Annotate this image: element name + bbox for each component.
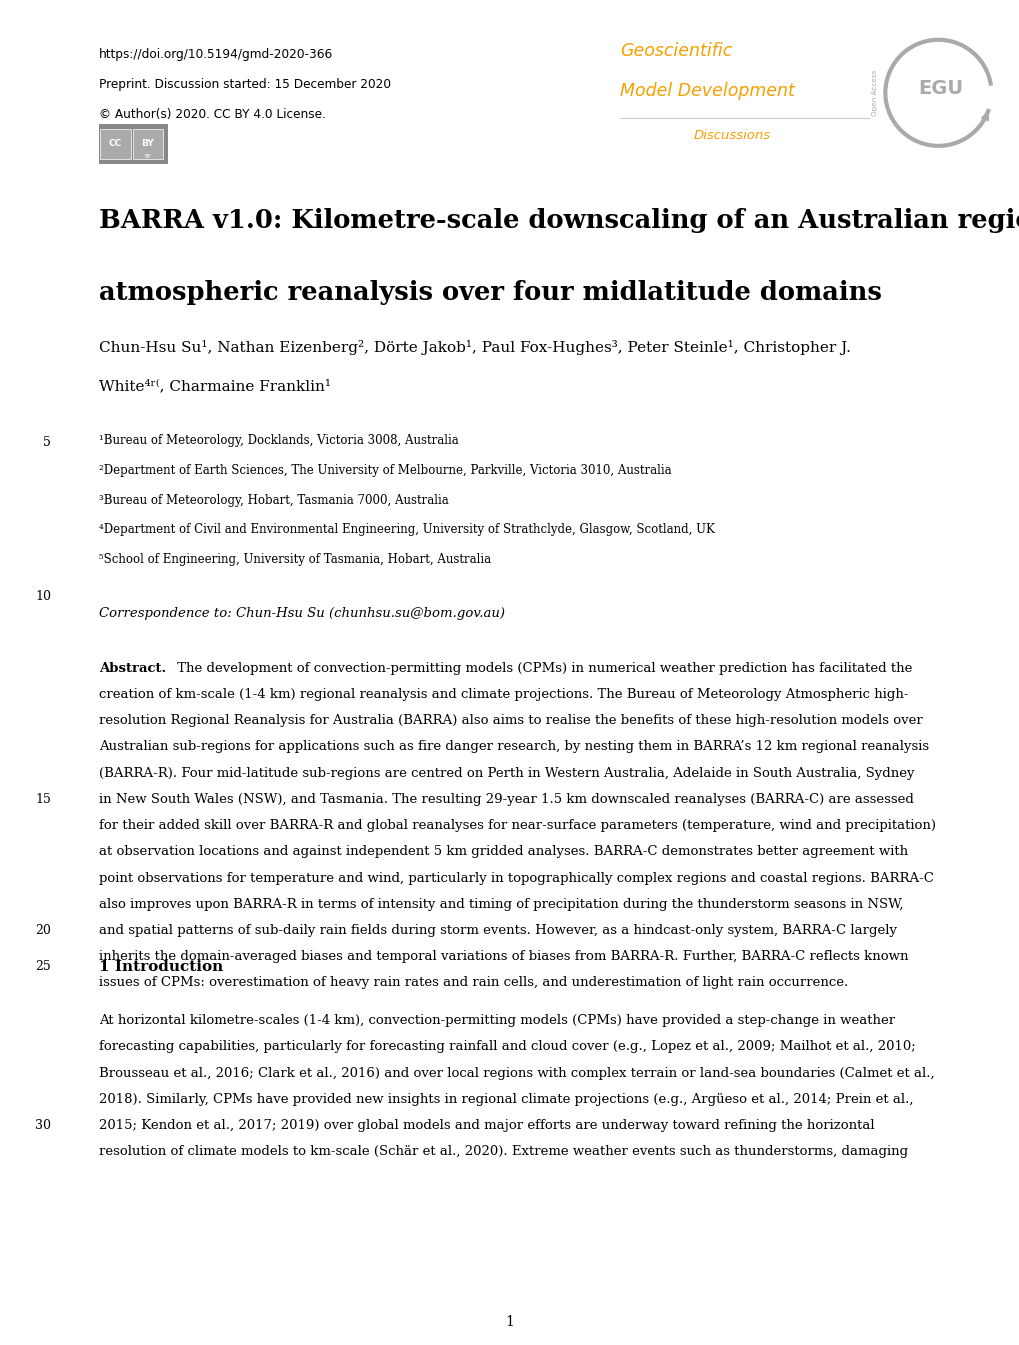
Text: Brousseau et al., 2016; Clark et al., 2016) and over local regions with complex : Brousseau et al., 2016; Clark et al., 20…: [99, 1067, 933, 1080]
Text: Geoscientific: Geoscientific: [620, 42, 732, 59]
Text: 25: 25: [36, 960, 51, 974]
Text: at observation locations and against independent 5 km gridded analyses. BARRA-C : at observation locations and against ind…: [99, 846, 907, 858]
Text: 20: 20: [35, 924, 51, 937]
Text: 15: 15: [35, 794, 51, 806]
Text: Chun-Hsu Su¹, Nathan Eizenberg², Dörte Jakob¹, Paul Fox-Hughes³, Peter Steinle¹,: Chun-Hsu Su¹, Nathan Eizenberg², Dörte J…: [99, 340, 850, 355]
Text: EGU: EGU: [917, 79, 962, 98]
Text: and spatial patterns of sub-daily rain fields during storm events. However, as a: and spatial patterns of sub-daily rain f…: [99, 924, 896, 937]
Text: White⁴ʳ⁽, Charmaine Franklin¹: White⁴ʳ⁽, Charmaine Franklin¹: [99, 379, 330, 393]
Text: resolution of climate models to km-scale (Schär et al., 2020). Extreme weather e: resolution of climate models to km-scale…: [99, 1146, 907, 1158]
Text: Open Access: Open Access: [871, 70, 877, 116]
Text: also improves upon BARRA-R in terms of intensity and timing of precipitation dur: also improves upon BARRA-R in terms of i…: [99, 898, 903, 911]
Text: BY: BY: [145, 153, 151, 159]
Text: ¹Bureau of Meteorology, Docklands, Victoria 3008, Australia: ¹Bureau of Meteorology, Docklands, Victo…: [99, 434, 459, 448]
Text: The development of convection-permitting models (CPMs) in numerical weather pred: The development of convection-permitting…: [173, 662, 912, 675]
Text: in New South Wales (NSW), and Tasmania. The resulting 29-year 1.5 km downscaled : in New South Wales (NSW), and Tasmania. …: [99, 794, 913, 806]
Text: © Author(s) 2020. CC BY 4.0 License.: © Author(s) 2020. CC BY 4.0 License.: [99, 108, 325, 121]
Text: creation of km-scale (1-4 km) regional reanalysis and climate projections. The B: creation of km-scale (1-4 km) regional r…: [99, 689, 908, 701]
Text: point observations for temperature and wind, particularly in topographically com: point observations for temperature and w…: [99, 872, 933, 885]
Text: CC: CC: [109, 140, 121, 148]
Text: resolution Regional Reanalysis for Australia (BARRA) also aims to realise the be: resolution Regional Reanalysis for Austr…: [99, 714, 922, 728]
Text: BARRA v1.0: Kilometre-scale downscaling of an Australian regional: BARRA v1.0: Kilometre-scale downscaling …: [99, 208, 1019, 234]
Text: issues of CPMs: overestimation of heavy rain rates and rain cells, and underesti: issues of CPMs: overestimation of heavy …: [99, 976, 848, 990]
Text: At horizontal kilometre-scales (1-4 km), convection-permitting models (CPMs) hav: At horizontal kilometre-scales (1-4 km),…: [99, 1014, 895, 1028]
Text: Preprint. Discussion started: 15 December 2020: Preprint. Discussion started: 15 Decembe…: [99, 78, 390, 91]
Text: ²Department of Earth Sciences, The University of Melbourne, Parkville, Victoria : ²Department of Earth Sciences, The Unive…: [99, 464, 671, 477]
Text: ⁵School of Engineering, University of Tasmania, Hobart, Australia: ⁵School of Engineering, University of Ta…: [99, 553, 490, 566]
Bar: [99, 124, 168, 164]
Text: atmospheric reanalysis over four midlatitude domains: atmospheric reanalysis over four midlati…: [99, 280, 881, 305]
Text: Australian sub-regions for applications such as fire danger research, by nesting: Australian sub-regions for applications …: [99, 740, 928, 753]
Text: 2015; Kendon et al., 2017; 2019) over global models and major efforts are underw: 2015; Kendon et al., 2017; 2019) over gl…: [99, 1119, 873, 1132]
Bar: [100, 129, 130, 159]
Text: 10: 10: [35, 590, 51, 604]
Text: 1: 1: [505, 1315, 514, 1329]
Text: Correspondence to: Chun-Hsu Su (chunhsu.su@bom.gov.au): Correspondence to: Chun-Hsu Su (chunhsu.…: [99, 607, 504, 620]
Text: 2018). Similarly, CPMs have provided new insights in regional climate projection: 2018). Similarly, CPMs have provided new…: [99, 1092, 913, 1106]
Text: https://doi.org/10.5194/gmd-2020-366: https://doi.org/10.5194/gmd-2020-366: [99, 48, 333, 62]
Text: ⁴Department of Civil and Environmental Engineering, University of Strathclyde, G: ⁴Department of Civil and Environmental E…: [99, 523, 714, 537]
Text: ³Bureau of Meteorology, Hobart, Tasmania 7000, Australia: ³Bureau of Meteorology, Hobart, Tasmania…: [99, 494, 448, 507]
Bar: [132, 129, 163, 159]
Text: Abstract.: Abstract.: [99, 662, 166, 675]
Text: Discussions: Discussions: [693, 129, 770, 143]
Text: Model Development: Model Development: [620, 82, 794, 100]
Text: forecasting capabilities, particularly for forecasting rainfall and cloud cover : forecasting capabilities, particularly f…: [99, 1041, 915, 1053]
Text: (BARRA-R). Four mid-latitude sub-regions are centred on Perth in Western Austral: (BARRA-R). Four mid-latitude sub-regions…: [99, 767, 914, 780]
Text: 30: 30: [35, 1119, 51, 1132]
Text: 5: 5: [43, 436, 51, 449]
Text: BY: BY: [142, 140, 154, 148]
Text: 1 Introduction: 1 Introduction: [99, 960, 223, 974]
Text: for their added skill over BARRA-R and global reanalyses for near-surface parame: for their added skill over BARRA-R and g…: [99, 819, 935, 833]
Text: inherits the domain-averaged biases and temporal variations of biases from BARRA: inherits the domain-averaged biases and …: [99, 950, 908, 963]
